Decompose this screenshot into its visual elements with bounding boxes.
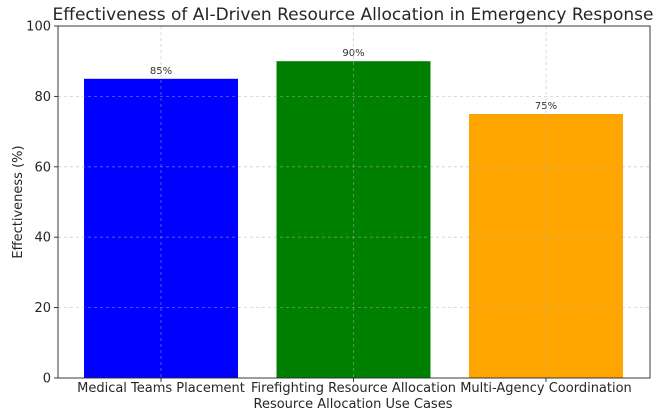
bar-value-label: 90% [342, 48, 364, 59]
y-axis-label: Effectiveness (%) [11, 145, 26, 258]
y-tick-label: 20 [34, 301, 51, 316]
y-tick-label: 40 [34, 231, 51, 246]
y-tick-label: 80 [34, 90, 51, 105]
chart-title: Effectiveness of AI-Driven Resource Allo… [53, 5, 654, 25]
y-axis-ticks: 0 20 40 60 80 100 [26, 20, 58, 387]
y-tick-label: 100 [26, 20, 51, 35]
x-axis-label: Resource Allocation Use Cases [254, 397, 453, 412]
y-tick-label: 60 [34, 160, 51, 175]
x-gridlines [160, 26, 547, 378]
bar-value-label: 85% [150, 66, 172, 77]
x-tick-label: Multi-Agency Coordination [460, 381, 632, 396]
y-tick-label: 0 [43, 372, 51, 387]
x-axis-ticks: Medical Teams Placement Firefighting Reso… [77, 378, 632, 396]
plot-frame [57, 25, 651, 379]
x-tick-label: Medical Teams Placement [77, 381, 245, 396]
x-tick-label: Firefighting Resource Allocation [251, 381, 456, 396]
